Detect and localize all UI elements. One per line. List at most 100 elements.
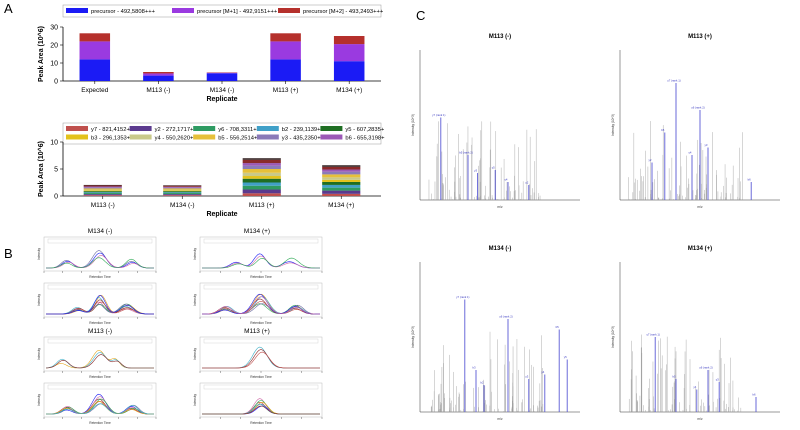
bar-segment	[242, 178, 281, 183]
bar-segment	[163, 194, 202, 196]
peak-label: y3	[525, 375, 528, 379]
bar-segment	[163, 195, 202, 196]
x-axis-label: Retention Time	[89, 375, 111, 379]
peak-label: y2	[649, 158, 652, 162]
peak-label: y4	[505, 178, 508, 182]
panel-c-title-1: M113 (-)	[489, 34, 511, 40]
y-axis-label: Intensity	[37, 348, 41, 360]
legend-swatch	[278, 8, 300, 13]
peak-label: b5	[556, 325, 560, 329]
chromatogram-trace	[46, 400, 154, 415]
x-axis-label: Retention Time	[89, 275, 111, 279]
y-axis-label: Intensity	[193, 294, 197, 306]
legend-swatch	[256, 126, 279, 131]
bar-segment	[163, 188, 202, 190]
legend-swatch	[66, 134, 88, 140]
x-axis-label: m/z	[497, 205, 503, 209]
legend-label: y6 - 708,3311+	[218, 127, 257, 133]
legend-label: y3 - 435,2350+	[282, 136, 321, 142]
y-axis-label: Intensity (10^3)	[611, 326, 615, 348]
bar-segment	[163, 193, 202, 195]
bar-segment	[83, 194, 122, 196]
bar-segment	[143, 73, 174, 76]
y-axis-label: Intensity	[37, 248, 41, 260]
y-axis-label: Intensity (10^3)	[411, 326, 415, 348]
panel-label-a: A	[4, 1, 13, 16]
y-tick-label: 0	[54, 194, 58, 201]
chromatogram: Retention Time Intensity	[37, 282, 157, 325]
bar-segment	[83, 188, 122, 190]
panel-label-c: C	[416, 8, 425, 23]
chromatogram-trace	[45, 354, 154, 369]
chart-a-bottom: y7 - 821,4152+ y2 - 272,1717+ y6 - 708,331…	[37, 122, 385, 218]
legend-label: precursor - 492,5808+++	[91, 9, 156, 15]
legend-label: y4 - 550,2620+	[155, 136, 194, 142]
peak-label: y3	[474, 169, 477, 173]
peak-label: y4	[541, 370, 544, 374]
bar-segment	[83, 191, 122, 193]
x-tick-label: M113 (-)	[146, 87, 170, 94]
bar-segment	[242, 165, 281, 169]
peak-label: b5	[672, 375, 676, 379]
bar-segment	[163, 192, 202, 194]
y-tick-label: 20	[50, 43, 58, 50]
x-tick-label: M134 (-)	[170, 202, 195, 209]
bar-segment	[322, 177, 361, 180]
chromatogram-trace	[202, 405, 320, 415]
legend-swatch	[320, 134, 343, 140]
legend-swatch	[129, 126, 152, 131]
mass-spectrum: y7 (rank 1) y6 (rank 2) b5 y5 y4 y3 b3 b2 Intens…	[411, 262, 580, 421]
bar-segment	[242, 172, 281, 177]
mass-spectrum: y7 (rank 1) b5 (rank 2) y3 y5 y4 y2 Intensity …	[411, 50, 580, 209]
panel-b-header-3: M113 (-)	[88, 328, 112, 335]
peak-label: b5	[661, 128, 665, 132]
bar-segment	[333, 44, 365, 62]
chromatogram-trace	[46, 294, 154, 315]
bar-segment	[322, 190, 361, 194]
bar-segment	[83, 193, 122, 195]
bar-segment	[333, 61, 365, 81]
chromatogram-trace	[46, 254, 154, 269]
bar-segment	[79, 41, 111, 60]
x-tick-label: Expected	[81, 87, 108, 94]
y-axis-label: Intensity	[193, 348, 197, 360]
bar-segment	[242, 189, 281, 194]
bar-segment	[163, 187, 202, 189]
chart-a-top: precursor - 492,5808+++ precursor [M+1] -…	[37, 4, 384, 103]
chromatogram-trace	[46, 398, 154, 415]
chromatogram-trace	[202, 257, 320, 269]
bar-segment	[270, 59, 301, 81]
bar-segment	[79, 59, 111, 81]
x-axis-label: Retention Time	[250, 275, 272, 279]
legend-label: y2 - 272,1717+	[155, 127, 194, 133]
legend-frame	[62, 4, 382, 18]
y-axis-label: Intensity	[37, 394, 41, 406]
bar-segment	[79, 33, 111, 42]
mini-legend	[47, 384, 153, 390]
peak-label: y7 (rank 1)	[432, 113, 445, 117]
legend-label: precursor [M+2] - 493,2493+++	[303, 9, 384, 15]
bar-segment	[322, 171, 361, 175]
legend-label: b6 - 655,3198+	[345, 136, 385, 142]
y-axis-label: Intensity	[193, 394, 197, 406]
y-axis-label: Peak Area (10^6)	[37, 26, 45, 82]
bar-segment	[206, 73, 238, 81]
x-tick-label: M134 (+)	[328, 202, 354, 209]
legend-swatch	[256, 134, 279, 140]
mini-legend	[203, 238, 319, 244]
chromatogram: Retention Time Intensity	[37, 382, 157, 425]
peak-label: b6	[752, 393, 756, 397]
panel-c-title-4: M134 (+)	[688, 246, 712, 252]
peak-label: y7 (rank 1)	[456, 295, 469, 299]
panel-c-spectra: M113 (-) M113 (+) M134 (-) M134 (+) y7 (…	[411, 34, 780, 421]
legend-swatch	[66, 8, 88, 13]
bar-segment	[242, 159, 281, 164]
bar-segment	[242, 158, 281, 160]
legend-swatch	[193, 134, 216, 140]
peak-label: y2	[525, 181, 528, 185]
x-axis-label: m/z	[497, 417, 503, 421]
x-axis-label: Retention Time	[250, 321, 272, 325]
legend: precursor - 492,5808+++ precursor [M+1] -…	[62, 4, 384, 18]
x-tick-label: M134 (+)	[336, 87, 362, 94]
